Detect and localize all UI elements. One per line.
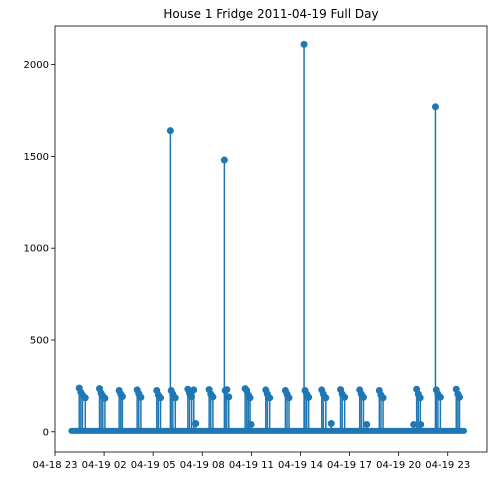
x-tick-label: 04-18 23: [33, 460, 78, 471]
data-point: [221, 157, 228, 164]
x-tick-label: 04-19 14: [278, 460, 323, 471]
data-point: [432, 103, 439, 110]
data-point: [437, 394, 444, 401]
data-point: [363, 421, 370, 428]
x-tick-label: 04-19 02: [82, 460, 127, 471]
data-point: [328, 420, 335, 427]
chart-title: House 1 Fridge 2011-04-19 Full Day: [163, 7, 378, 21]
data-point: [341, 394, 348, 401]
data-point: [119, 393, 126, 400]
y-tick-label: 0: [43, 427, 49, 438]
data-point: [286, 394, 293, 401]
data-point: [172, 394, 179, 401]
data-point: [247, 394, 254, 401]
data-point: [301, 41, 308, 48]
x-tick-label: 04-19 08: [180, 460, 225, 471]
data-point: [417, 394, 424, 401]
data-point: [167, 127, 174, 134]
data-point: [456, 394, 463, 401]
x-tick-label: 04-19 11: [229, 460, 274, 471]
data-point: [410, 421, 417, 428]
x-tick-label: 04-19 17: [327, 460, 372, 471]
x-tick-label: 04-19 23: [425, 460, 470, 471]
data-point: [417, 421, 424, 428]
data-point: [82, 394, 89, 401]
data-point: [248, 421, 255, 428]
y-tick-label: 500: [30, 335, 49, 346]
data-point: [360, 394, 367, 401]
data-point: [322, 394, 329, 401]
data-point: [380, 394, 387, 401]
y-tick-label: 1000: [24, 244, 49, 255]
data-point: [188, 393, 195, 400]
y-axis-ticks: 0 500 1000 1500 2000: [24, 60, 55, 438]
data-point: [101, 395, 108, 402]
data-point: [225, 393, 232, 400]
data-point: [137, 394, 144, 401]
data-point: [305, 394, 312, 401]
y-tick-label: 1500: [24, 152, 49, 163]
data-point: [223, 386, 230, 393]
x-tick-label: 04-19 05: [131, 460, 176, 471]
data-point: [192, 420, 199, 427]
x-axis-ticks: 04-18 23 04-19 02 04-19 05 04-19 08 04-19 11…: [33, 452, 471, 471]
data-point: [157, 394, 164, 401]
y-tick-label: 2000: [24, 60, 49, 71]
x-tick-label: 04-19 20: [376, 460, 421, 471]
data-point: [209, 393, 216, 400]
data-point: [190, 386, 197, 393]
data-point: [266, 394, 273, 401]
